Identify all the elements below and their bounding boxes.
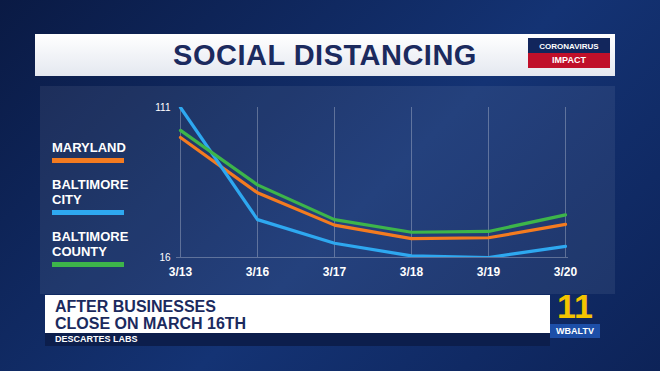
svg-text:111: 111	[155, 102, 171, 113]
html-text:CLOSE ON MARCH 16TH: CLOSE ON MARCH 16TH	[55, 315, 247, 332]
svg-text:16: 16	[159, 252, 171, 263]
svg-text:3/16: 3/16	[246, 265, 270, 279]
html-text:CORONAVIRUS: CORONAVIRUS	[539, 42, 599, 51]
svg-text:3/20: 3/20	[554, 265, 578, 279]
html-text:BALTIMORE CITY: BALTIMORE CITY	[52, 177, 129, 207]
html-text:IMPACT: IMPACT	[552, 55, 586, 65]
svg-text:3/18: 3/18	[400, 265, 424, 279]
svg-text:3/19: 3/19	[477, 265, 501, 279]
html-text:MARYLAND: MARYLAND	[52, 140, 126, 155]
html-text:DESCARTES LABS: DESCARTES LABS	[55, 334, 138, 344]
html-text:AFTER BUSINESSES: AFTER BUSINESSES	[55, 298, 216, 315]
svg-text:3/17: 3/17	[323, 265, 347, 279]
html-text:BALTIMORE COUNTY: BALTIMORE COUNTY	[52, 229, 129, 259]
svg-text:3/13: 3/13	[169, 265, 193, 279]
html-text:11: 11	[557, 287, 593, 325]
html-text:WBALTV: WBALTV	[556, 326, 594, 336]
html-text:SOCIAL DISTANCING: SOCIAL DISTANCING	[173, 38, 477, 71]
